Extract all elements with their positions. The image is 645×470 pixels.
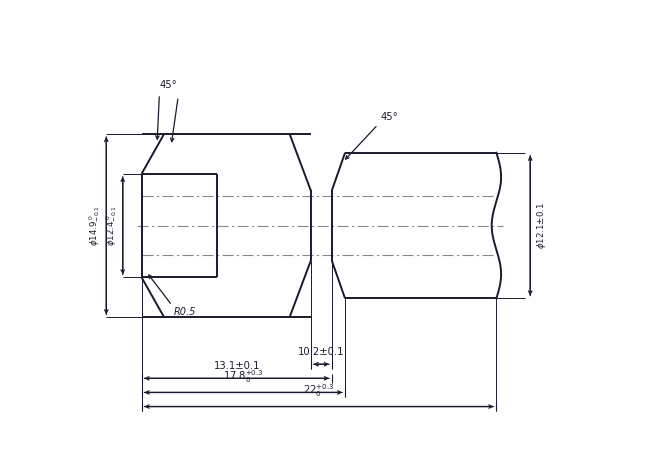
- Text: 13.1±0.1: 13.1±0.1: [213, 361, 260, 371]
- Text: 17.8$^{+0.3}_{0}$: 17.8$^{+0.3}_{0}$: [223, 368, 264, 385]
- Text: 45°: 45°: [160, 80, 177, 90]
- Text: 45°: 45°: [381, 112, 398, 122]
- Text: 10.2±0.1: 10.2±0.1: [298, 347, 344, 357]
- Text: R0.5: R0.5: [174, 307, 196, 317]
- Text: 22$^{+0.3}_{0}$: 22$^{+0.3}_{0}$: [303, 382, 335, 399]
- Text: $\phi$12.1$\pm$0.1: $\phi$12.1$\pm$0.1: [535, 202, 548, 249]
- Text: $\phi$14.9$^{\ 0}_{-0.1}$: $\phi$14.9$^{\ 0}_{-0.1}$: [86, 205, 101, 246]
- Text: $\phi$12.4$^{\ 0}_{-0.1}$: $\phi$12.4$^{\ 0}_{-0.1}$: [104, 205, 119, 246]
